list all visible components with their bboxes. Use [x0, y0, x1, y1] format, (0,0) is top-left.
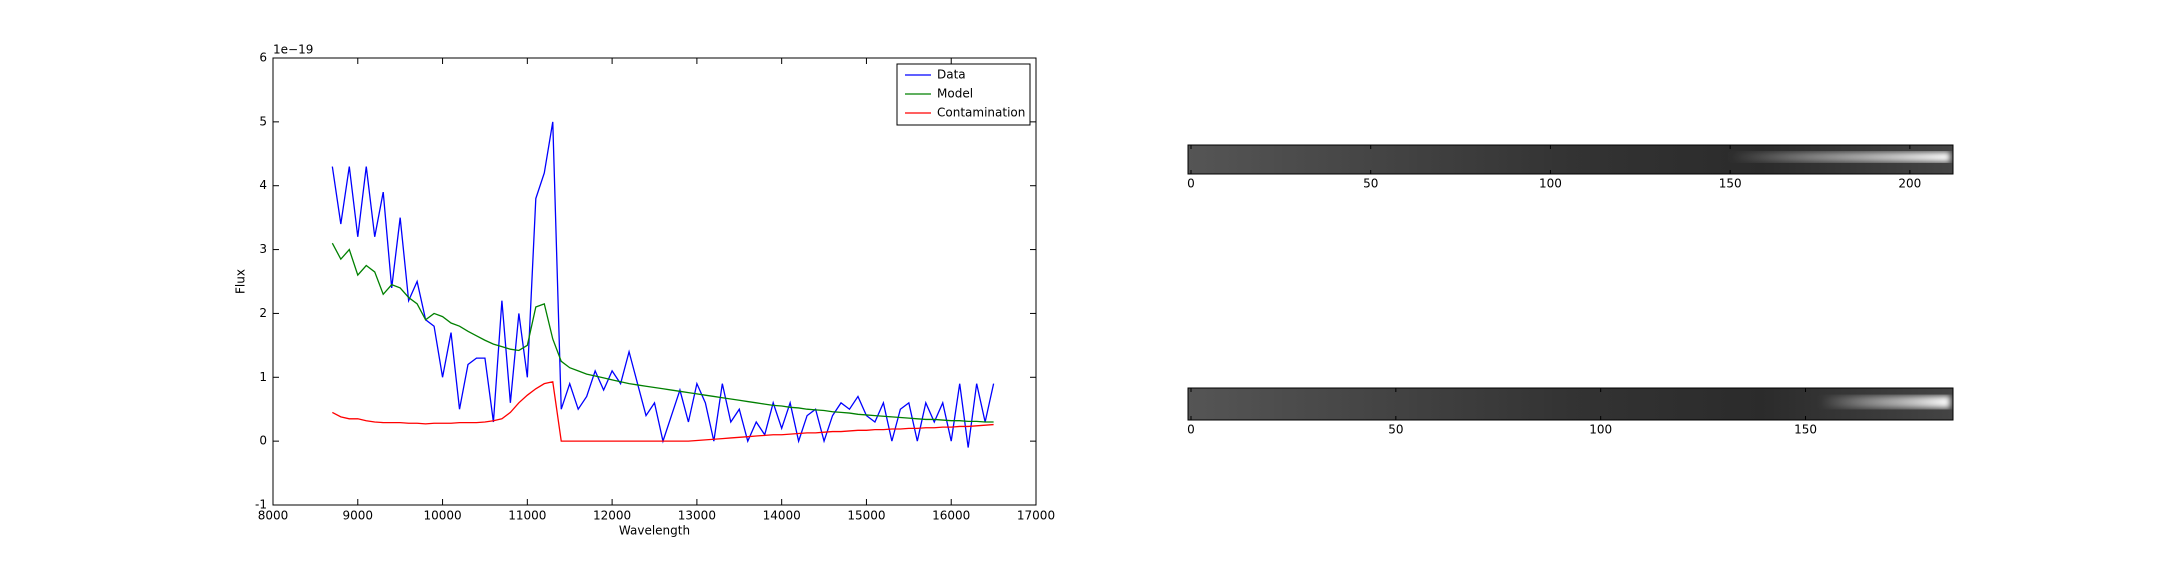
x-tick-label: 0 — [1187, 177, 1195, 191]
x-tick-label: 17000 — [1017, 509, 1055, 523]
y-tick-label: 4 — [259, 178, 267, 192]
x-tick-label: 50 — [1388, 423, 1403, 437]
legend-label: Data — [937, 68, 966, 82]
data-line — [332, 380, 994, 442]
y-tick-label: 5 — [259, 114, 267, 128]
plot-area — [272, 57, 1037, 506]
x-tick-label: 100 — [1539, 177, 1562, 191]
x-tick-label: 150 — [1794, 423, 1817, 437]
data-line — [331, 242, 994, 423]
x-tick-label: 15000 — [847, 509, 885, 523]
y-axis-label: Flux — [234, 269, 248, 294]
x-tick-label: 16000 — [932, 509, 970, 523]
x-tick-label: 9000 — [343, 509, 374, 523]
spectrum-strip — [1187, 387, 1954, 421]
x-tick-label: 0 — [1187, 423, 1195, 437]
spectrum-strip — [1187, 144, 1954, 175]
x-tick-label: 10000 — [423, 509, 461, 523]
legend-label: Model — [937, 87, 973, 101]
x-tick-label: 200 — [1898, 177, 1921, 191]
y-tick-label: 6 — [259, 51, 267, 65]
y-tick-label: 0 — [259, 434, 267, 448]
x-tick-label: 14000 — [763, 509, 801, 523]
x-tick-label: 8000 — [258, 509, 289, 523]
legend-label: Contamination — [937, 106, 1025, 120]
x-tick-label: 11000 — [508, 509, 546, 523]
x-tick-label: 13000 — [678, 509, 716, 523]
x-tick-label: 150 — [1719, 177, 1742, 191]
x-tick-label: 50 — [1363, 177, 1378, 191]
x-tick-label: 100 — [1589, 423, 1612, 437]
y-tick-label: 1 — [259, 370, 267, 384]
y-tick-label: 2 — [259, 306, 267, 320]
y-tick-label: 3 — [259, 242, 267, 256]
x-axis-label: Wavelength — [619, 524, 690, 538]
y-tick-label: -1 — [255, 498, 267, 512]
x-tick-label: 12000 — [593, 509, 631, 523]
y-offset-label: 1e−19 — [273, 43, 313, 57]
